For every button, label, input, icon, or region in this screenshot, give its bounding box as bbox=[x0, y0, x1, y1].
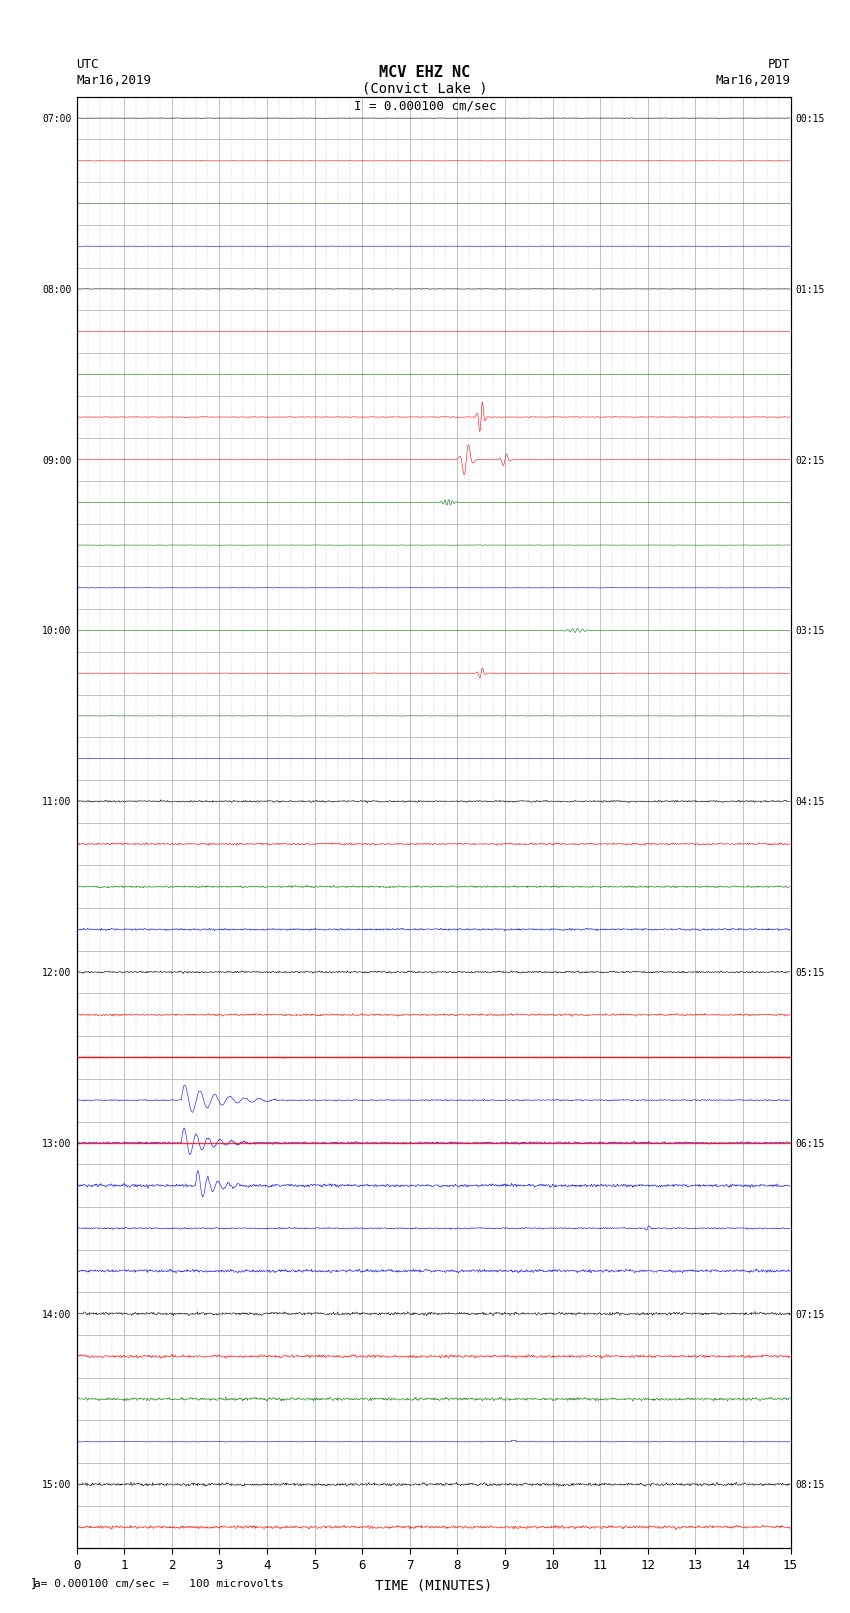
Text: Mar16,2019: Mar16,2019 bbox=[716, 74, 790, 87]
Text: (Convict Lake ): (Convict Lake ) bbox=[362, 82, 488, 95]
Text: Mar16,2019: Mar16,2019 bbox=[76, 74, 151, 87]
Text: I = 0.000100 cm/sec: I = 0.000100 cm/sec bbox=[354, 100, 496, 113]
Text: MCV EHZ NC: MCV EHZ NC bbox=[379, 65, 471, 81]
Text: UTC: UTC bbox=[76, 58, 99, 71]
X-axis label: TIME (MINUTES): TIME (MINUTES) bbox=[375, 1579, 492, 1594]
Text: a= 0.000100 cm/sec =   100 microvolts: a= 0.000100 cm/sec = 100 microvolts bbox=[34, 1579, 284, 1589]
Text: ]: ] bbox=[30, 1578, 37, 1590]
Text: PDT: PDT bbox=[768, 58, 790, 71]
